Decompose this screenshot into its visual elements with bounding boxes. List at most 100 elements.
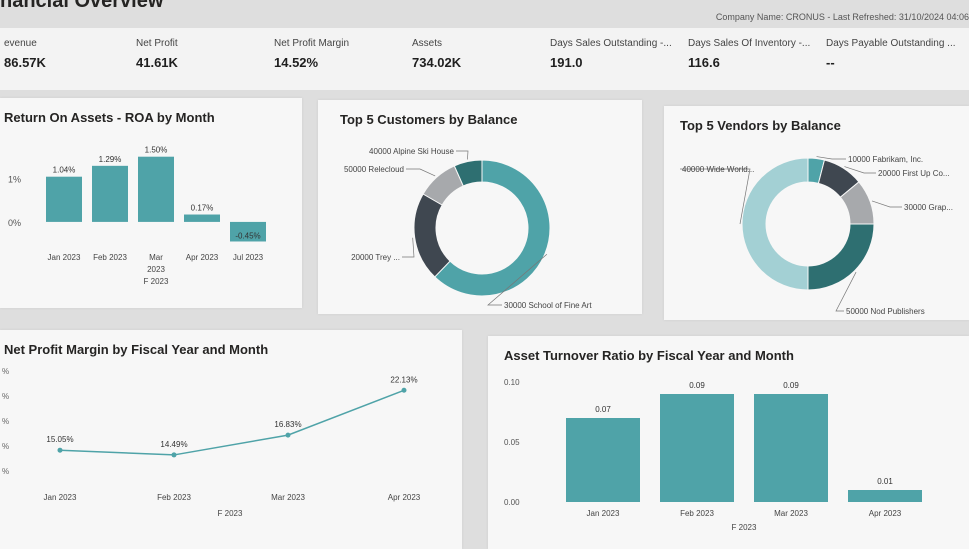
roa-data-label: 1.29% <box>99 155 122 164</box>
kpi-value: 41.61K <box>136 55 178 70</box>
donut-slice-label: 50000 Nod Publishers <box>846 307 925 316</box>
kpi-card-net-profit-margin[interactable]: Net Profit Margin 14.52% <box>274 38 349 70</box>
y-tick-label: % <box>2 367 9 376</box>
donut-leader-line <box>816 156 846 160</box>
donut-leader-line <box>680 168 751 225</box>
y-tick-label: 0.00 <box>504 498 520 507</box>
x-group-label: F 2023 <box>218 509 243 518</box>
kpi-strip: evenue 86.57K Net Profit 41.61K Net Prof… <box>0 28 969 90</box>
npm-data-label: 16.83% <box>274 420 301 429</box>
donut-leader-line <box>402 237 415 258</box>
kpi-label: Assets <box>412 38 443 49</box>
donut-leader-line <box>406 168 436 177</box>
donut-leader-line <box>871 200 902 208</box>
x-tick-label: Jan 2023 <box>44 493 77 502</box>
donut-slice-label: 20000 First Up Co... <box>878 169 950 178</box>
net-profit-margin-title: Net Profit Margin by Fiscal Year and Mon… <box>4 342 269 357</box>
npm-point <box>285 432 291 438</box>
roa-bar <box>230 221 266 242</box>
npm-point <box>171 452 177 458</box>
y-tick-label: % <box>2 467 9 476</box>
kpi-card-assets[interactable]: Assets 734.02K <box>412 38 461 70</box>
npm-point <box>57 447 63 453</box>
roa-bar-chart: 1% 0% 1.04% Jan 2023 1.29% Feb 2023 1.50% Mar 20… <box>8 146 266 286</box>
net-profit-margin-card[interactable]: Net Profit Margin by Fiscal Year and Mon… <box>0 330 462 549</box>
page-title: nancial Overview <box>0 0 164 12</box>
donut-slice-label: 50000 Relecloud <box>344 165 404 174</box>
roa-data-label: 1.04% <box>53 166 76 175</box>
net-profit-margin-line-chart: %%%%% 15.05% Jan 2023 14.49% Feb 2023 16.83% M… <box>2 367 421 518</box>
donut-leader-line <box>456 150 469 160</box>
roa-data-label: 1.50% <box>145 146 168 155</box>
npm-data-label: 14.49% <box>160 440 187 449</box>
donut-slice <box>434 159 551 297</box>
x-tick-label: Apr 2023 <box>388 493 421 502</box>
kpi-value: 191.0 <box>550 55 583 70</box>
npm-point <box>401 387 407 393</box>
kpi-value: 734.02K <box>412 55 462 70</box>
top-vendors-title: Top 5 Vendors by Balance <box>680 118 841 133</box>
atr-data-label: 0.01 <box>877 477 893 486</box>
x-tick-label: Jan 2023 <box>48 253 81 262</box>
top-customers-donut: 30000 School of Fine Art 20000 Trey ... 50… <box>344 147 592 310</box>
y-tick-label: 0.05 <box>504 438 520 447</box>
kpi-value: -- <box>826 55 835 70</box>
asset-turnover-card[interactable]: Asset Turnover Ratio by Fiscal Year and … <box>488 336 969 549</box>
x-tick-label: Feb 2023 <box>157 493 191 502</box>
kpi-card-revenue[interactable]: evenue 86.57K <box>4 38 46 70</box>
kpi-value: 116.6 <box>688 55 720 70</box>
kpi-card-days-payable-outstanding[interactable]: Days Payable Outstanding ... -- <box>826 38 956 70</box>
x-group-label: F 2023 <box>732 523 757 532</box>
atr-bar <box>566 418 640 502</box>
y-tick-label: % <box>2 442 9 451</box>
atr-bar <box>848 490 922 502</box>
kpi-label: Net Profit Margin <box>274 38 350 49</box>
kpi-value: 86.57K <box>4 55 46 70</box>
x-tick-label: Feb 2023 <box>680 509 714 518</box>
donut-slice-label: 20000 Trey ... <box>351 253 400 262</box>
kpi-card-days-sales-outstanding[interactable]: Days Sales Outstanding -... 191.0 <box>550 38 672 70</box>
kpi-card-days-sales-inventory[interactable]: Days Sales Of Inventory -... 116.6 <box>688 38 810 70</box>
top-customers-card[interactable]: Top 5 Customers by Balance 30000 School … <box>318 100 642 314</box>
donut-slice-label: 10000 Fabrikam, Inc. <box>848 155 923 164</box>
donut-leader-line <box>487 253 548 306</box>
donut-leader-line <box>844 166 876 174</box>
x-tick-label: Feb 2023 <box>93 253 127 262</box>
x-tick-label: Mar <box>149 253 163 262</box>
top-vendors-card[interactable]: Top 5 Vendors by Balance 10000 Fabrikam,… <box>664 106 969 320</box>
y-tick-label: 0% <box>8 218 21 228</box>
donut-slice <box>807 223 875 291</box>
donut-slice-label: 30000 Grap... <box>904 203 953 212</box>
donut-slice-label: 30000 School of Fine Art <box>504 301 592 310</box>
x-tick-label: Mar 2023 <box>774 509 808 518</box>
x-tick-label: Apr 2023 <box>186 253 219 262</box>
y-tick-label: 0.10 <box>504 378 520 387</box>
roa-data-label: -0.45% <box>235 231 260 240</box>
x-group-label: F 2023 <box>144 277 169 286</box>
atr-bar <box>660 394 734 502</box>
donut-slice-label: 40000 Wide World... <box>682 165 754 174</box>
y-tick-label: 1% <box>8 174 21 184</box>
roa-bar <box>92 165 128 222</box>
roa-chart-card[interactable]: Return On Assets - ROA by Month 1% 0% 1.04… <box>0 98 302 308</box>
x-tick-label: Jan 2023 <box>587 509 620 518</box>
x-tick-label: Jul 2023 <box>233 253 264 262</box>
x-tick-label: 2023 <box>147 265 165 274</box>
kpi-label: Days Sales Outstanding -... <box>550 38 672 49</box>
roa-bar <box>138 156 174 222</box>
y-tick-label: % <box>2 417 9 426</box>
atr-data-label: 0.09 <box>783 381 799 390</box>
npm-line <box>59 389 405 456</box>
kpi-label: evenue <box>4 38 37 49</box>
roa-chart-title: Return On Assets - ROA by Month <box>4 110 215 125</box>
npm-data-label: 15.05% <box>46 435 73 444</box>
top-vendors-donut: 10000 Fabrikam, Inc. 20000 First Up Co...… <box>680 155 953 316</box>
x-tick-label: Mar 2023 <box>271 493 305 502</box>
donut-slice <box>453 159 483 187</box>
atr-data-label: 0.07 <box>595 405 611 414</box>
donut-slice <box>413 193 451 278</box>
roa-data-label: 0.17% <box>191 204 214 213</box>
kpi-card-net-profit[interactable]: Net Profit 41.61K <box>136 38 178 70</box>
asset-turnover-bar-chart: 0.10 0.05 0.00 0.07 Jan 2023 0.09 Feb 2023 0.09… <box>504 378 922 532</box>
kpi-label: Days Payable Outstanding ... <box>826 38 956 49</box>
